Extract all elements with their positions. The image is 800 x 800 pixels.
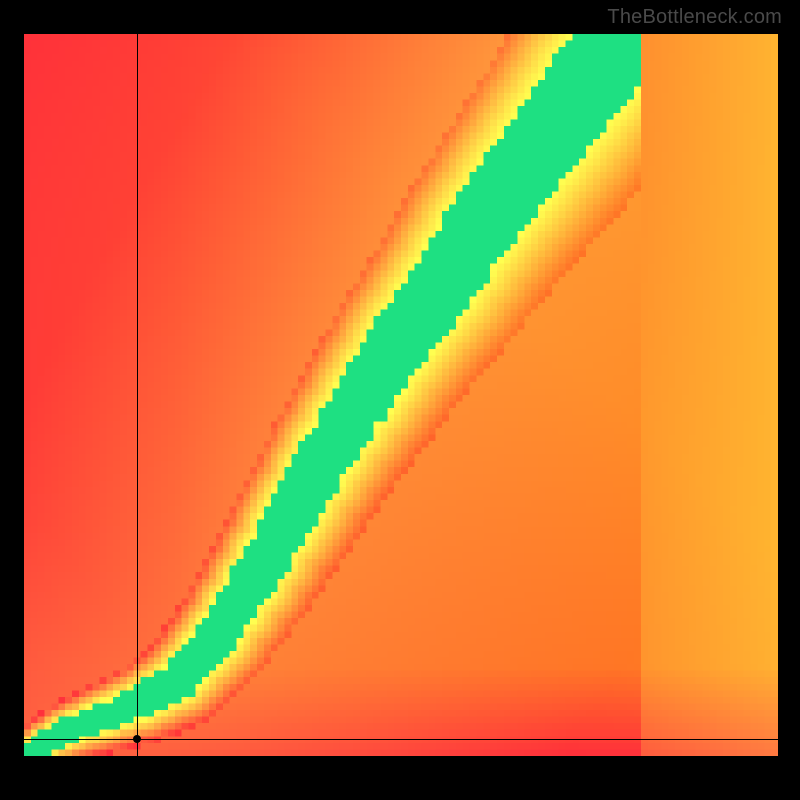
root: TheBottleneck.com — [0, 0, 800, 800]
watermark-text: TheBottleneck.com — [607, 6, 782, 29]
y-axis-line — [137, 34, 138, 756]
origin-marker-dot — [133, 735, 141, 743]
